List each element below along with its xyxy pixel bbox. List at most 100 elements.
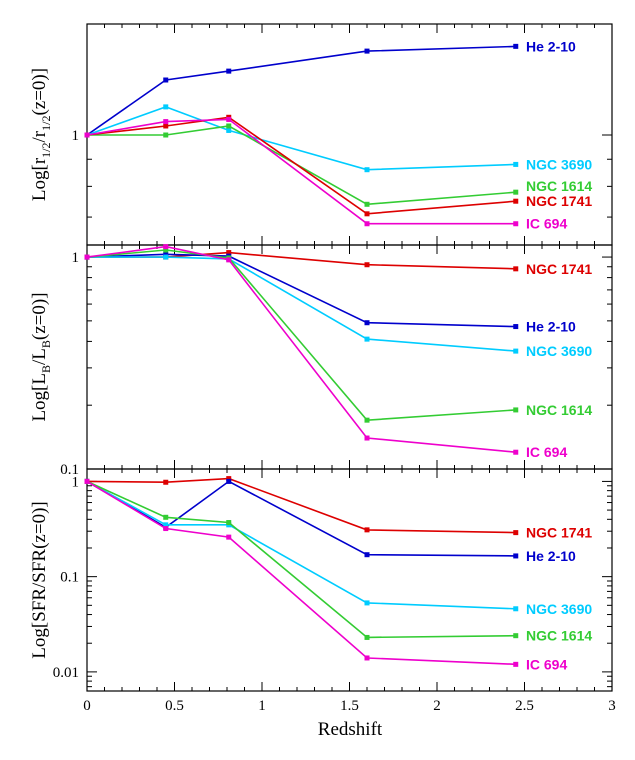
series-line-he-2-10 (86, 45, 516, 136)
series-line-ngc-3690 (87, 256, 516, 352)
series-line-ngc-3690 (86, 106, 516, 171)
y-tick-label: 0.1 (60, 462, 79, 478)
y-tick-label: 1 (72, 128, 80, 144)
data-point-he-2-10 (513, 324, 519, 330)
data-point-ngc-3690 (163, 254, 169, 260)
data-point-ngc-3690 (364, 336, 370, 342)
data-point-ic-694 (364, 221, 370, 227)
data-point-ngc-3690 (513, 348, 519, 354)
data-point-ngc-1741 (364, 527, 370, 533)
data-point-ngc-1741 (163, 479, 169, 485)
series-label-ngc-1741: NGC 1741 (526, 193, 592, 209)
data-point-ic-694 (513, 661, 519, 667)
y-axis-label: Log[SFR/SFR(z=0)] (29, 501, 50, 658)
x-tick-label: 0 (83, 698, 91, 714)
panels: 1 Log[r1/2/r1/2(z=0)] He 2-10 NGC 3690 NGC 1… (29, 23, 616, 714)
data-point-ic-694 (226, 116, 232, 122)
x-tick-label: 2 (433, 698, 441, 714)
series-line-he-2-10 (86, 253, 516, 328)
data-point-ic-694 (226, 534, 232, 540)
data-point-ngc-3690 (163, 522, 169, 528)
data-point-ngc-1741 (226, 250, 232, 256)
series-label-ngc-1741: NGC 1741 (526, 525, 592, 541)
data-point-ngc-1614 (226, 123, 232, 129)
data-point-ngc-1741 (163, 123, 169, 129)
data-point-ic-694 (513, 449, 519, 455)
series-line-ngc-1741 (86, 116, 516, 215)
series-label-ngc-1741: NGC 1741 (526, 261, 592, 277)
y-tick-label: 1 (72, 250, 80, 266)
data-point-ngc-1614 (513, 633, 519, 639)
data-point-ic-694 (163, 526, 169, 532)
series-label-ngc-1614: NGC 1614 (526, 402, 592, 418)
data-point-ngc-3690 (163, 104, 169, 110)
data-point-ic-694 (84, 254, 90, 260)
x-tick-label: 2.5 (515, 698, 534, 714)
y-tick-label: 1 (72, 474, 80, 490)
series-label-ic-694: IC 694 (526, 216, 567, 232)
data-point-he-2-10 (163, 77, 169, 83)
series-label-ngc-3690: NGC 3690 (526, 343, 592, 359)
data-point-ngc-1614 (513, 407, 519, 413)
data-point-ic-694 (364, 435, 370, 441)
series-line-he-2-10 (86, 480, 516, 557)
panel-1: 1 Log[r1/2/r1/2(z=0)] He 2-10 NGC 3690 NGC 1… (29, 23, 613, 246)
y-axis-label: Log[r1/2/r1/2(z=0)] (29, 68, 53, 201)
x-tick-label: 1 (258, 698, 266, 714)
data-point-ngc-3690 (364, 600, 370, 606)
data-point-ic-694 (364, 655, 370, 661)
series-label-ngc-3690: NGC 3690 (526, 156, 592, 172)
series-line-ic-694 (86, 245, 516, 453)
data-point-ngc-1614 (513, 189, 519, 195)
data-point-he-2-10 (163, 251, 169, 257)
x-tick-label: 1.5 (340, 698, 359, 714)
data-point-ngc-1614 (226, 520, 232, 526)
data-point-ic-694 (84, 132, 90, 138)
series-label-ngc-1614: NGC 1614 (526, 178, 592, 194)
data-point-he-2-10 (364, 320, 370, 326)
data-point-he-2-10 (513, 553, 519, 559)
x-axis-label: Redshift (318, 719, 383, 740)
y-tick-label: 0.1 (60, 570, 79, 586)
series-label-ngc-1614: NGC 1614 (526, 628, 592, 644)
x-tick-label: 3 (608, 698, 616, 714)
data-point-he-2-10 (364, 552, 370, 558)
y-axis-label: Log[LB/LB(z=0)] (29, 292, 53, 421)
data-point-he-2-10 (364, 48, 370, 54)
series-label-ic-694: IC 694 (526, 444, 567, 460)
series-line-ngc-1614 (86, 249, 516, 422)
data-point-ngc-1741 (513, 530, 519, 536)
series-line-ngc-1614 (87, 125, 516, 206)
data-point-ngc-1741 (364, 262, 370, 268)
data-point-ic-694 (513, 221, 519, 227)
data-point-ngc-1614 (364, 417, 370, 423)
data-point-ngc-1614 (163, 247, 169, 253)
data-point-ngc-1614 (163, 132, 169, 138)
data-point-ngc-3690 (364, 167, 370, 173)
data-point-ngc-3690 (513, 606, 519, 612)
data-point-ngc-3690 (226, 127, 232, 133)
data-point-ic-694 (163, 244, 169, 250)
series-label-he-2-10: He 2-10 (526, 548, 576, 564)
x-tick-label: 0.5 (165, 698, 184, 714)
series-label-ic-694: IC 694 (526, 656, 567, 672)
series-line-ngc-3690 (86, 480, 516, 610)
series-label-ngc-3690: NGC 3690 (526, 601, 592, 617)
data-point-ngc-1614 (364, 201, 370, 207)
data-point-ngc-1741 (513, 198, 519, 204)
data-point-he-2-10 (226, 478, 232, 484)
data-point-he-2-10 (513, 43, 519, 49)
data-point-ic-694 (163, 119, 169, 125)
data-point-ngc-1614 (364, 634, 370, 640)
data-point-ngc-3690 (513, 161, 519, 167)
data-point-ngc-1614 (163, 514, 169, 520)
data-point-ngc-1741 (226, 476, 232, 482)
data-point-ic-694 (226, 257, 232, 263)
series-line-ngc-1741 (86, 477, 516, 534)
series-label-he-2-10: He 2-10 (526, 319, 576, 335)
data-point-ngc-1741 (513, 266, 519, 272)
data-point-ngc-1741 (364, 211, 370, 217)
panel-2: 1 0.1 Log[LB/LB(z=0)] NGC 1741 He 2-10 NGC 36… (29, 244, 613, 478)
